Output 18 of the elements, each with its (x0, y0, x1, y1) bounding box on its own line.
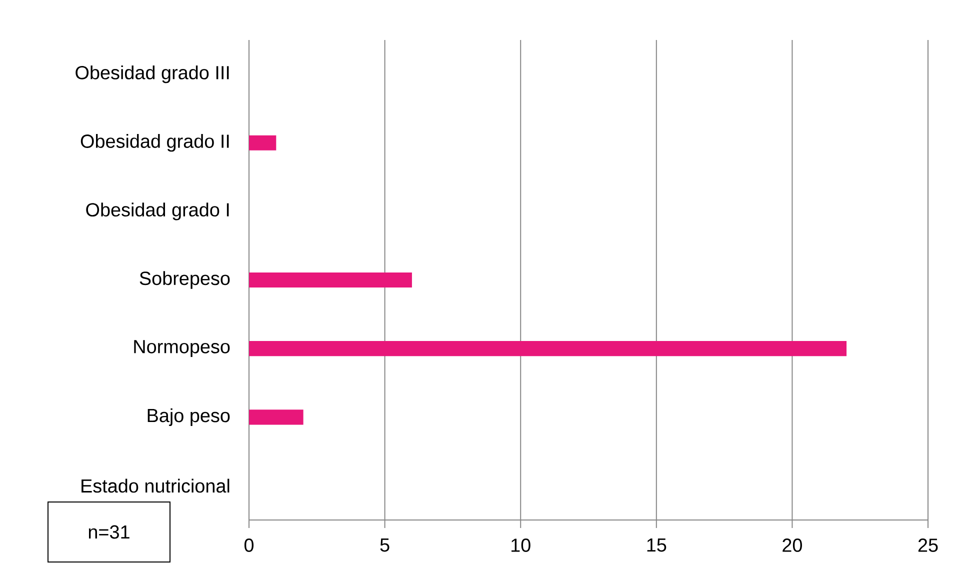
y-tick-label: Sobrepeso (140, 271, 230, 289)
x-tick-label: 10 (512, 538, 530, 552)
x-tick-label: 20 (782, 538, 802, 552)
y-tick-label: Bajo peso (148, 408, 230, 426)
y-tick-label: Obesidad grado III (76, 65, 229, 84)
y-tick-label: Estado nutricional (82, 478, 230, 493)
bar (249, 272, 412, 288)
bar (249, 135, 276, 150)
bar (249, 341, 847, 356)
bar (249, 410, 304, 425)
x-tick-label: 5 (380, 538, 390, 552)
x-tick-label: 0 (244, 538, 254, 552)
y-tick-label: Normopeso (134, 340, 230, 358)
x-tick-label: 25 (918, 538, 938, 552)
x-tick-label: 15 (647, 538, 666, 552)
y-tick-label: Obesidad grado II (80, 134, 229, 152)
text: n=31 (88, 525, 130, 539)
y-tick-label: Obesidad grado I (86, 202, 229, 220)
